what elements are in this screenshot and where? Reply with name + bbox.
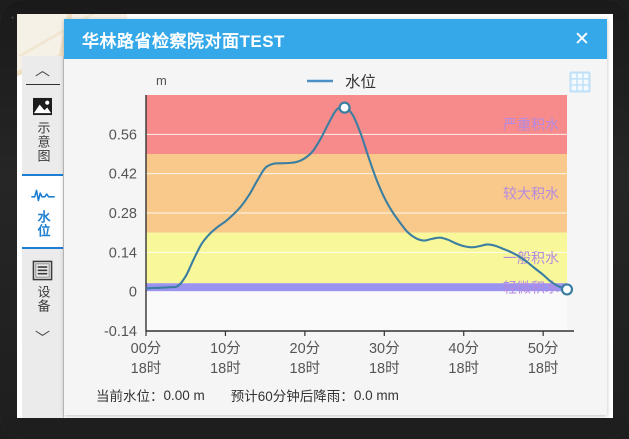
x-axis-tick-sublabel: 18时 xyxy=(448,360,479,377)
sidebar-item-device[interactable]: 设备 xyxy=(22,249,63,324)
current-water-level-label: 当前水位： xyxy=(96,389,164,404)
band-label: 严重积水 xyxy=(503,117,559,133)
x-axis-tick-sublabel: 18时 xyxy=(290,360,321,377)
forecast-rain-value: 0.0 mm xyxy=(353,387,399,403)
panel-title: 华林路省检察院对面TEST xyxy=(82,31,285,51)
data-point-marker[interactable] xyxy=(560,283,574,296)
x-axis-tick-label: 20分 xyxy=(290,340,321,357)
x-axis-tick-label: 00分 xyxy=(131,340,162,357)
panel-body: 严重积水较大积水一般积水轻微积水 0.56 0.42 0.28 0.14 0 -0.14 m 0… xyxy=(64,59,607,415)
y-axis-unit-label: m xyxy=(156,73,167,88)
sidebar-item-label: 水位 xyxy=(35,210,51,238)
x-axis-tick-label: 40分 xyxy=(448,340,479,357)
close-icon[interactable]: ✕ xyxy=(574,28,590,50)
document-list-icon xyxy=(32,259,53,281)
y-axis-tick-label: 0.42 xyxy=(109,167,137,183)
band-label: 较大积水 xyxy=(503,185,559,201)
y-axis-tick-label: 0.28 xyxy=(109,206,137,222)
legend-label: 水位 xyxy=(345,73,376,91)
water-level-popup-panel: 华林路省检察院对面TEST ✕ xyxy=(64,19,607,415)
sidebar-scroll-up-button[interactable]: ︿ xyxy=(34,61,50,79)
sidebar-item-schematic[interactable]: 示意图 xyxy=(22,85,63,174)
forecast-rain-label: 预计60分钟后降雨： xyxy=(230,389,354,404)
sidebar-item-label: 设备 xyxy=(35,285,51,313)
band-label: 轻微积水 xyxy=(503,279,559,295)
status-bar: 当前水位： 0.00 m 预计60分钟后降雨： 0.0 mm xyxy=(64,383,607,407)
x-axis-tick-sublabel: 18时 xyxy=(210,360,241,377)
x-axis-tick-sublabel: 18时 xyxy=(369,360,400,377)
x-axis-tick-label: 50分 xyxy=(528,340,559,357)
table-grid-icon[interactable] xyxy=(569,71,591,98)
data-point-marker[interactable] xyxy=(338,101,351,114)
sidebar-scroll-down-button[interactable]: ﹀ xyxy=(34,329,50,347)
sidebar-item-water-level[interactable]: 水位 xyxy=(22,174,63,249)
left-sidebar: ︿ 示意图 水位 xyxy=(22,56,64,418)
x-axis-tick-sublabel: 18时 xyxy=(528,360,559,377)
x-axis-tick-label: 10分 xyxy=(210,340,241,357)
image-icon xyxy=(32,95,53,117)
waveform-icon xyxy=(30,184,55,206)
sidebar-divider xyxy=(25,84,60,85)
y-axis-tick-label: 0 xyxy=(129,285,137,301)
screen: ︿ 示意图 水位 xyxy=(17,14,613,418)
y-axis-tick-label: -0.14 xyxy=(104,324,137,340)
x-axis-tick-sublabel: 18时 xyxy=(131,360,162,377)
chart-legend[interactable]: 水位 xyxy=(307,73,376,91)
panel-title-bar: 华林路省检察院对面TEST ✕ xyxy=(64,19,607,59)
band-label: 一般积水 xyxy=(503,250,559,266)
current-water-level-value: 0.00 m xyxy=(163,387,205,403)
series-line xyxy=(146,106,567,291)
y-axis-tick-label: 0.56 xyxy=(109,127,137,143)
sidebar-item-label: 示意图 xyxy=(35,121,51,163)
x-axis-tick-label: 30分 xyxy=(369,340,400,357)
y-axis-tick-label: 0.14 xyxy=(109,245,137,261)
